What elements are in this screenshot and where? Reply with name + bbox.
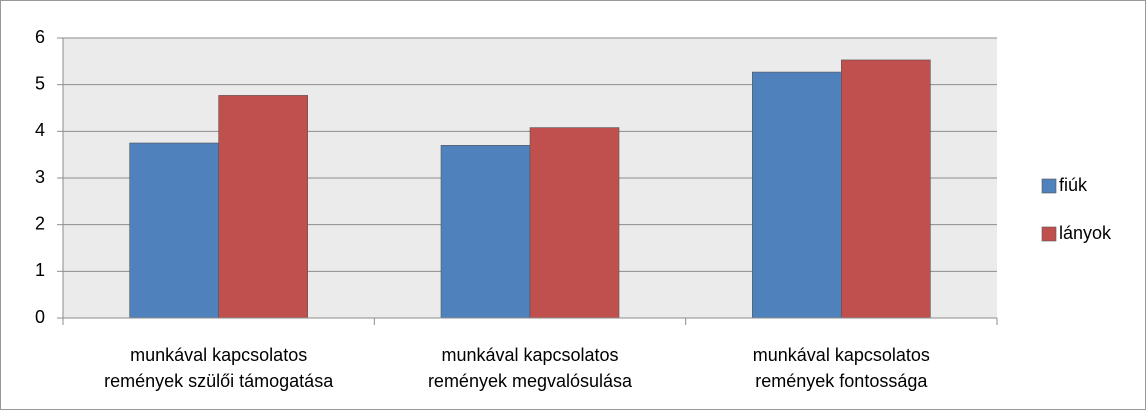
bar <box>841 59 931 319</box>
x-tick-label: munkával kapcsolatos remények megvalósul… <box>427 345 633 391</box>
x-tick-label: munkával kapcsolatos remények szülői tám… <box>104 345 334 391</box>
legend-swatch <box>1041 178 1057 194</box>
y-tick-label: 1 <box>35 260 45 280</box>
y-tick-label: 6 <box>35 27 45 47</box>
legend-swatch <box>1041 226 1057 242</box>
bar <box>218 95 308 319</box>
bar <box>529 127 620 319</box>
y-tick-label: 4 <box>35 120 45 140</box>
bar <box>440 145 531 319</box>
bar <box>129 142 219 319</box>
y-tick-label: 0 <box>35 307 45 327</box>
bar <box>752 71 842 319</box>
legend-label: fiúk <box>1059 175 1088 195</box>
y-tick-label: 2 <box>35 213 45 233</box>
x-tick-label: munkával kapcsolatos remények fontossága <box>752 345 930 391</box>
legend-label: lányok <box>1059 223 1112 243</box>
y-tick-label: 3 <box>35 167 45 187</box>
y-tick-label: 5 <box>35 73 45 93</box>
